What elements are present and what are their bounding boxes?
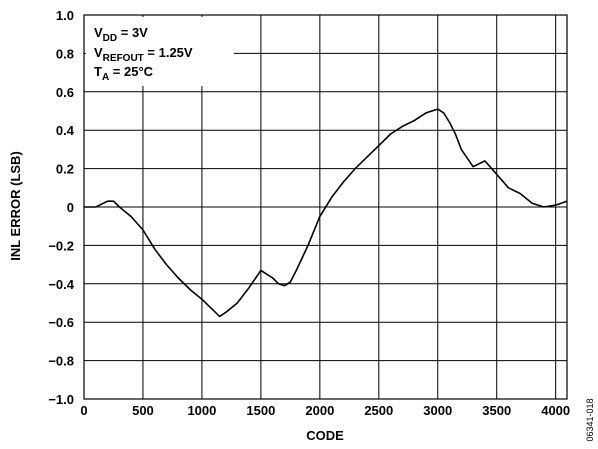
- x-tick-label: 3000: [423, 403, 452, 418]
- y-tick-label: −0.4: [48, 277, 74, 292]
- x-tick-label: 500: [132, 403, 154, 418]
- annotation-vdd: VDD = 3V: [94, 25, 148, 44]
- x-tick-label: 1000: [187, 403, 216, 418]
- x-tick-label: 2500: [364, 403, 393, 418]
- annotation-background: [86, 17, 234, 86]
- y-tick-label: −0.8: [48, 354, 74, 369]
- annotation-ta: TA = 25°C: [94, 64, 154, 83]
- y-tick-label: 0: [67, 200, 74, 215]
- y-tick-label: −1.0: [48, 392, 74, 407]
- y-tick-label: 0.2: [56, 162, 74, 177]
- x-tick-label: 0: [80, 403, 87, 418]
- annotation-vrefout: VREFOUT = 1.25V: [94, 45, 193, 64]
- x-tick-label: 2000: [305, 403, 334, 418]
- tick-labels: 0 500 1000 1500 2000 2500 3000 3500 4000 −1.0 −0.8…: [48, 8, 570, 418]
- y-tick-label: 0.6: [56, 85, 74, 100]
- y-tick-label: 0.4: [56, 123, 75, 138]
- figure-id: 06341-018: [585, 398, 595, 441]
- series: [84, 108, 568, 318]
- x-tick-label: 1500: [246, 403, 275, 418]
- y-tick-label: −0.2: [48, 238, 74, 253]
- y-axis-title: INL ERROR (LSB): [8, 151, 23, 261]
- y-tick-label: 1.0: [56, 8, 74, 23]
- x-tick-label: 3500: [482, 403, 511, 418]
- x-axis-title: CODE: [306, 428, 344, 443]
- x-tick-label: 4000: [541, 403, 570, 418]
- y-tick-label: −0.6: [48, 315, 74, 330]
- inl-series-line: [84, 108, 568, 318]
- y-tick-label: 0.8: [56, 46, 74, 61]
